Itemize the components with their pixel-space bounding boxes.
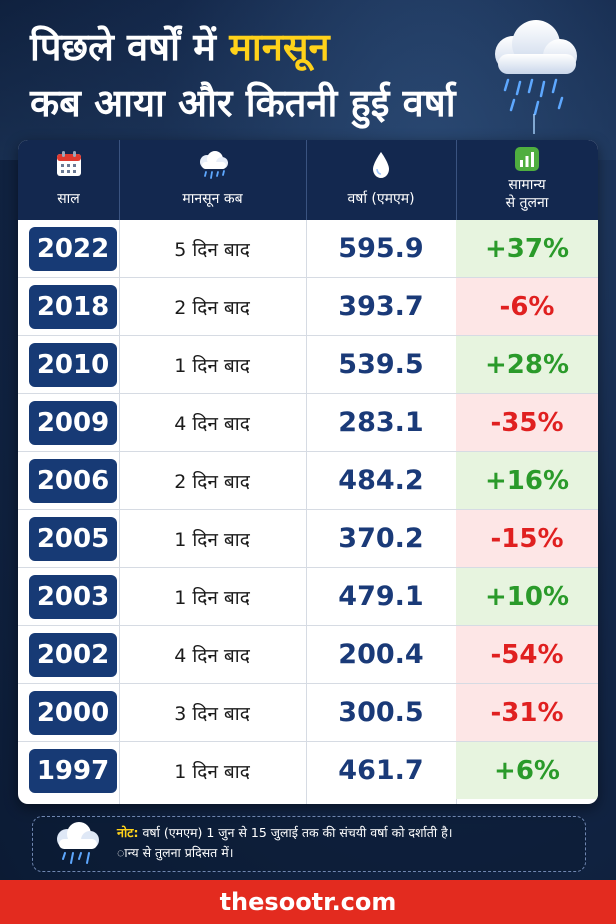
note-line-2: ान्य से तुलना प्रदिसत में। xyxy=(117,845,234,860)
rain-cloud-icon xyxy=(199,151,228,179)
title-highlight: मानसून xyxy=(229,25,330,69)
table-row: 2022 5 दिन बाद 595.9 +37% xyxy=(18,220,598,278)
table-row: 2009 4 दिन बाद 283.1 -35% xyxy=(18,394,598,452)
table-row: 2000 3 दिन बाद 300.5 -31% xyxy=(18,684,598,742)
header-rainfall: वर्षा (एमएम) xyxy=(306,140,456,220)
year-cell: 1997 xyxy=(29,749,117,793)
year-cell: 2000 xyxy=(29,691,117,735)
note-line-1: नोट: वर्षा (एमएम) 1 जुन से 15 जुलाई तक क… xyxy=(117,823,577,843)
note-line-1-text: वर्षा (एमएम) 1 जुन से 15 जुलाई तक की संच… xyxy=(138,825,453,840)
page-title: पिछले वर्षों में मानसून कब आया और कितनी … xyxy=(30,22,456,128)
table-row: 1997 1 दिन बाद 461.7 +6% xyxy=(18,742,598,799)
comparison-cell: -6% xyxy=(456,278,598,335)
header-divider xyxy=(306,140,307,220)
rainfall-cell: 200.4 xyxy=(338,639,424,670)
note-label: नोट: xyxy=(117,825,139,840)
table-row: 2006 2 दिन बाद 484.2 +16% xyxy=(18,452,598,510)
monsoon-delay-cell: 1 दिन बाद xyxy=(174,354,250,377)
monsoon-delay-cell: 3 दिन बाद xyxy=(174,702,250,725)
table-row: 2018 2 दिन बाद 393.7 -6% xyxy=(18,278,598,336)
footer-banner: thesootr.com xyxy=(0,880,616,924)
column-divider xyxy=(306,220,307,804)
year-cell: 2006 xyxy=(29,459,117,503)
header-monsoon-when-label: मानसून कब xyxy=(182,191,243,207)
monsoon-delay-cell: 5 दिन बाद xyxy=(174,238,250,261)
title-prefix: पिछले वर्षों में xyxy=(30,25,230,69)
note-box: नोट: वर्षा (एमएम) 1 जुन से 15 जुलाई तक क… xyxy=(32,816,586,872)
monsoon-delay-cell: 1 दिन बाद xyxy=(174,586,250,609)
year-cell: 2009 xyxy=(29,401,117,445)
header-comparison-line2: से तुलना xyxy=(505,195,549,211)
title-line-2: कब आया और कितनी हुई वर्षा xyxy=(30,81,456,125)
comparison-cell: +37% xyxy=(456,220,598,277)
monsoon-table: साल मानसून कब वर्षा (एमएम) xyxy=(18,140,598,804)
rain-cloud-icon xyxy=(57,822,99,864)
comparison-cell: -15% xyxy=(456,510,598,567)
header-comparison-line1: सामान्य xyxy=(508,177,546,193)
table-row: 2002 4 दिन बाद 200.4 -54% xyxy=(18,626,598,684)
header-divider xyxy=(456,140,457,220)
rainfall-cell: 461.7 xyxy=(338,755,424,786)
monsoon-delay-cell: 1 दिन बाद xyxy=(174,528,250,551)
year-cell: 2010 xyxy=(29,343,117,387)
calendar-icon xyxy=(56,151,81,176)
comparison-cell: -54% xyxy=(456,626,598,683)
note-text: नोट: वर्षा (एमएम) 1 जुन से 15 जुलाई तक क… xyxy=(117,823,577,863)
year-cell: 2005 xyxy=(29,517,117,561)
column-divider xyxy=(119,220,120,804)
rain-cloud-icon xyxy=(495,20,577,134)
monsoon-delay-cell: 2 दिन बाद xyxy=(174,470,250,493)
rainfall-cell: 595.9 xyxy=(338,233,424,264)
water-drop-icon xyxy=(373,152,389,178)
header-divider xyxy=(119,140,120,220)
table-row: 2010 1 दिन बाद 539.5 +28% xyxy=(18,336,598,394)
comparison-cell: +16% xyxy=(456,452,598,509)
title-line-1: पिछले वर्षों में मानसून xyxy=(30,22,456,72)
rainfall-cell: 300.5 xyxy=(338,697,424,728)
year-cell: 2002 xyxy=(29,633,117,677)
bar-chart-icon xyxy=(515,147,539,171)
brand-link[interactable]: thesootr.com xyxy=(219,888,397,916)
comparison-cell: -35% xyxy=(456,394,598,451)
rainfall-cell: 393.7 xyxy=(338,291,424,322)
comparison-cell: +28% xyxy=(456,336,598,393)
table-row: 2003 1 दिन बाद 479.1 +10% xyxy=(18,568,598,626)
header-monsoon-when: मानसून कब xyxy=(119,140,306,220)
table-header: साल मानसून कब वर्षा (एमएम) xyxy=(18,140,598,220)
rainfall-cell: 539.5 xyxy=(338,349,424,380)
comparison-cell: -31% xyxy=(456,684,598,741)
monsoon-delay-cell: 4 दिन बाद xyxy=(174,644,250,667)
monsoon-delay-cell: 1 दिन बाद xyxy=(174,760,250,783)
year-cell: 2018 xyxy=(29,285,117,329)
rainfall-cell: 479.1 xyxy=(338,581,424,612)
rainfall-cell: 283.1 xyxy=(338,407,424,438)
comparison-cell: +10% xyxy=(456,568,598,625)
header-year: साल xyxy=(18,140,119,220)
sky-background xyxy=(0,0,616,160)
rainfall-cell: 484.2 xyxy=(338,465,424,496)
header-year-label: साल xyxy=(57,191,80,207)
year-cell: 2003 xyxy=(29,575,117,619)
header-comparison: सामान्य से तुलना xyxy=(456,140,598,220)
table-row: 2005 1 दिन बाद 370.2 -15% xyxy=(18,510,598,568)
header-rainfall-label: वर्षा (एमएम) xyxy=(347,191,415,207)
rainfall-cell: 370.2 xyxy=(338,523,424,554)
year-cell: 2022 xyxy=(29,227,117,271)
monsoon-delay-cell: 4 दिन बाद xyxy=(174,412,250,435)
comparison-cell: +6% xyxy=(456,742,598,799)
monsoon-delay-cell: 2 दिन बाद xyxy=(174,296,250,319)
